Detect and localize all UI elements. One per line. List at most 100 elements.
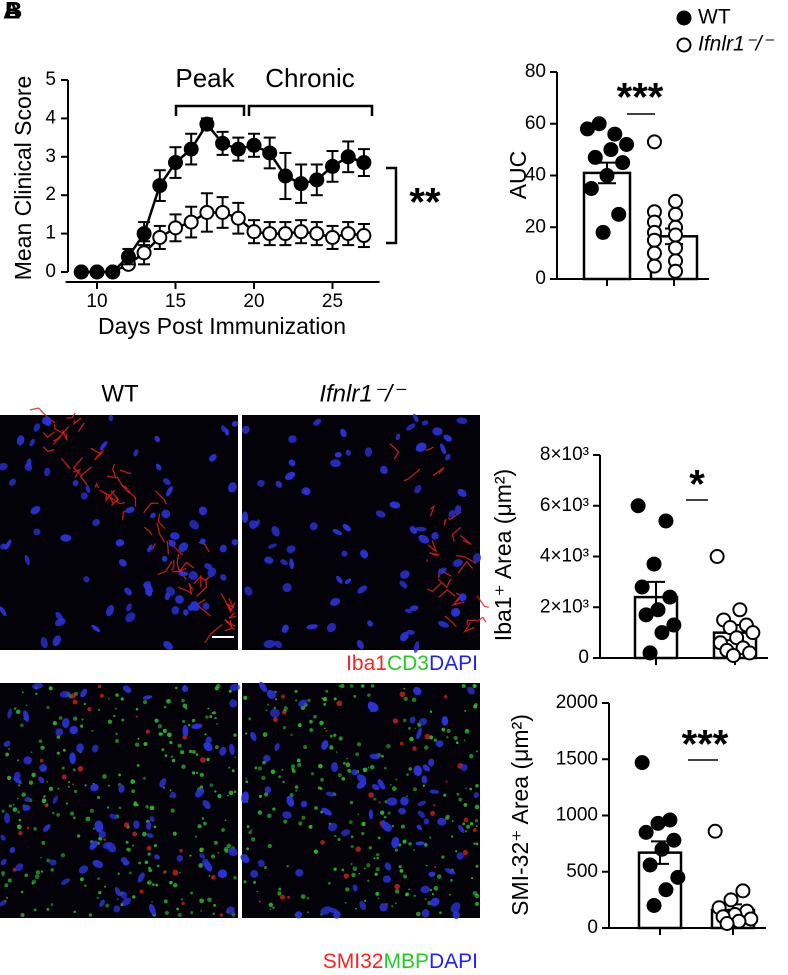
nucleus xyxy=(456,852,464,860)
nucleus xyxy=(288,435,297,444)
nucleus xyxy=(264,786,272,794)
fiber-signal xyxy=(177,743,182,748)
microglia-signal xyxy=(200,575,212,582)
nucleus xyxy=(295,868,304,877)
nucleus xyxy=(428,758,435,767)
fiber-signal xyxy=(306,896,310,900)
fiber-signal xyxy=(469,787,473,791)
axon-signal xyxy=(70,693,76,699)
microglia-signal xyxy=(227,602,236,612)
nucleus xyxy=(52,635,62,647)
nucleus xyxy=(118,784,125,793)
column-label: WT xyxy=(101,380,139,407)
data-point xyxy=(745,625,761,641)
fiber-signal xyxy=(217,793,222,799)
nucleus xyxy=(284,471,296,481)
nucleus xyxy=(248,520,258,529)
nucleus xyxy=(165,586,175,597)
nucleus xyxy=(171,606,180,615)
fiber-signal xyxy=(133,800,137,804)
nucleus xyxy=(241,425,250,434)
fiber-signal xyxy=(456,792,460,796)
nucleus xyxy=(181,685,189,693)
fiber-signal xyxy=(465,787,467,790)
fiber-signal xyxy=(200,910,203,912)
nucleus xyxy=(457,488,467,498)
marker xyxy=(309,226,325,242)
fiber-signal xyxy=(309,719,313,724)
fiber-signal xyxy=(107,806,110,809)
fiber-signal xyxy=(164,910,170,916)
fiber-signal xyxy=(18,818,21,822)
fiber-signal xyxy=(275,698,278,701)
axon-signal xyxy=(132,831,138,837)
data-point xyxy=(646,898,662,913)
fiber-signal xyxy=(216,683,221,689)
axon-signal xyxy=(97,684,102,689)
fiber-signal xyxy=(207,897,212,903)
fiber-signal xyxy=(272,807,276,811)
nucleus xyxy=(289,558,294,570)
fiber-signal xyxy=(345,887,350,892)
axon-signal xyxy=(433,804,436,807)
fiber-signal xyxy=(130,779,136,784)
nucleus xyxy=(389,501,401,509)
fiber-signal xyxy=(416,911,421,917)
nucleus xyxy=(203,742,213,752)
fiber-signal xyxy=(120,697,124,701)
fiber-signal xyxy=(368,846,372,850)
fiber-signal xyxy=(48,686,53,691)
axon-signal xyxy=(472,828,477,832)
fiber-signal xyxy=(217,851,220,854)
microglia-signal xyxy=(389,443,400,460)
fiber-signal xyxy=(72,816,76,820)
nucleus xyxy=(280,559,288,566)
axon-signal xyxy=(412,746,417,751)
nucleus xyxy=(13,777,23,785)
nucleus xyxy=(146,832,154,838)
fiber-signal xyxy=(329,745,334,750)
fiber-signal xyxy=(83,702,87,706)
data-point xyxy=(634,579,650,595)
fiber-signal xyxy=(243,880,247,884)
fiber-signal xyxy=(245,777,248,780)
data-point xyxy=(642,645,658,661)
fiber-signal xyxy=(195,753,199,756)
fiber-signal xyxy=(310,772,315,776)
nucleus xyxy=(395,433,401,441)
marker xyxy=(246,224,262,240)
nucleus xyxy=(80,492,88,500)
fiber-signal xyxy=(366,863,371,868)
fiber-signal xyxy=(12,807,18,812)
fiber-signal xyxy=(462,822,466,826)
fiber-signal xyxy=(398,843,402,847)
nucleus xyxy=(320,906,332,915)
nucleus xyxy=(202,800,211,809)
nucleus xyxy=(263,754,271,762)
nucleus xyxy=(8,478,17,486)
fiber-signal xyxy=(272,906,275,909)
y-tick-label: 1000 xyxy=(556,805,598,826)
microglia-signal xyxy=(224,620,233,632)
significance: * xyxy=(689,463,705,507)
nucleus xyxy=(379,903,388,912)
fiber-signal xyxy=(433,886,439,891)
fiber-signal xyxy=(108,697,110,700)
axon-signal xyxy=(219,913,223,917)
fiber-signal xyxy=(73,789,78,794)
fiber-signal xyxy=(57,787,60,790)
nucleus xyxy=(109,813,118,820)
nucleus xyxy=(162,478,171,486)
nucleus xyxy=(367,701,375,711)
y-tick-label: 2 xyxy=(45,184,56,205)
fiber-signal xyxy=(143,741,148,747)
fiber-signal xyxy=(118,773,121,777)
data-point xyxy=(630,498,646,514)
fiber-signal xyxy=(21,691,24,694)
data-point xyxy=(707,823,723,839)
axon-signal xyxy=(8,747,11,751)
nucleus xyxy=(4,812,11,824)
fiber-signal xyxy=(156,864,160,868)
fiber-signal xyxy=(209,783,214,787)
microglia-signal xyxy=(451,526,461,542)
